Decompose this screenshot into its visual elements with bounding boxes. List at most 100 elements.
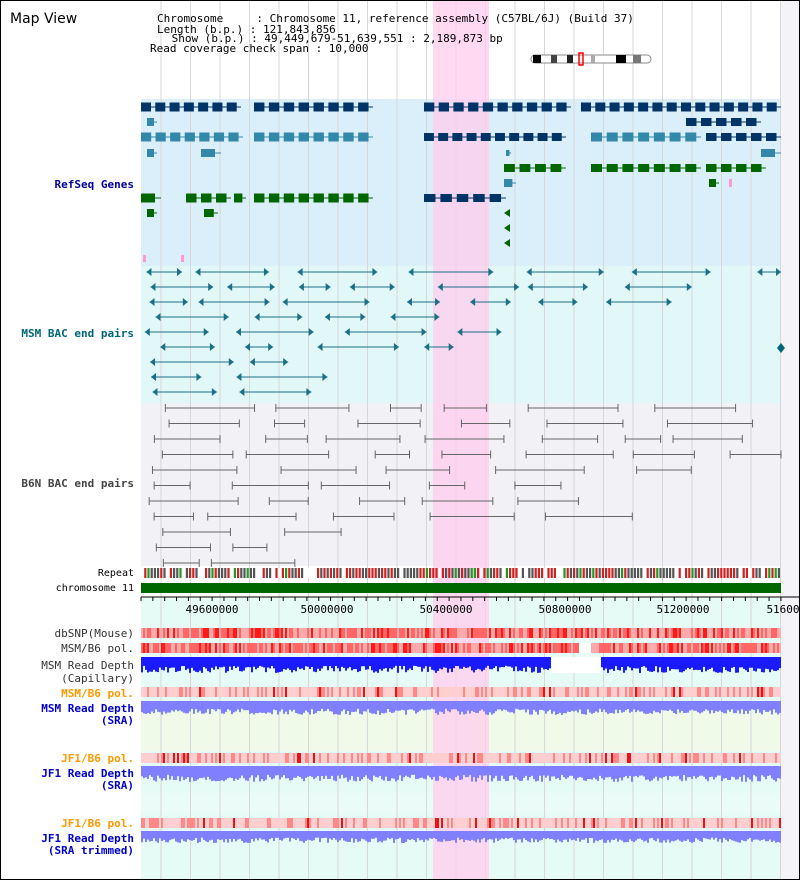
polymorphism-density-bin bbox=[509, 628, 511, 638]
read-depth-bin bbox=[747, 831, 749, 840]
refseq-exon bbox=[216, 193, 227, 203]
read-depth-bin bbox=[157, 701, 159, 712]
read-depth-bin bbox=[465, 657, 467, 669]
read-depth-bin bbox=[341, 701, 343, 712]
read-depth-bin bbox=[587, 701, 589, 710]
polymorphism-density-bin bbox=[569, 753, 571, 763]
polymorphism-density-bin bbox=[267, 687, 269, 697]
refseq-exon bbox=[497, 102, 508, 112]
polymorphism-density-bin bbox=[445, 818, 447, 828]
polymorphism-density-bin bbox=[635, 687, 637, 697]
repeat-element bbox=[339, 568, 342, 578]
refseq-exon bbox=[438, 102, 449, 112]
polymorphism-density-bin bbox=[199, 687, 201, 697]
polymorphism-density-bin bbox=[763, 628, 765, 638]
read-depth-bin bbox=[617, 766, 619, 782]
read-depth-bin bbox=[689, 701, 691, 711]
read-depth-bin bbox=[179, 701, 181, 711]
read-depth-bin bbox=[449, 657, 451, 669]
polymorphism-density-bin bbox=[515, 643, 517, 653]
repeat-element bbox=[726, 568, 729, 578]
read-depth-bin bbox=[279, 831, 281, 841]
read-depth-bin bbox=[251, 831, 253, 840]
read-depth-bin bbox=[309, 701, 311, 715]
read-depth-bin bbox=[717, 766, 719, 776]
read-depth-bin bbox=[721, 766, 723, 782]
refseq-genes-label[interactable]: RefSeq Genes bbox=[54, 178, 134, 191]
read-depth-bin bbox=[627, 701, 629, 709]
polymorphism-density-bin bbox=[733, 643, 735, 653]
polymorphism-density-bin bbox=[623, 687, 625, 697]
polymorphism-density-bin bbox=[143, 643, 145, 653]
polymorphism-density-bin bbox=[687, 628, 689, 638]
repeat-element bbox=[483, 568, 486, 578]
polymorphism-density-bin bbox=[335, 687, 337, 697]
read-depth-bin bbox=[679, 831, 681, 841]
repeat-element bbox=[544, 568, 547, 578]
polymorphism-density-bin bbox=[219, 753, 221, 763]
repeat-element bbox=[377, 568, 380, 578]
polymorphism-density-bin bbox=[433, 687, 435, 697]
polymorphism-density-bin bbox=[625, 818, 627, 828]
polymorphism-density-bin bbox=[691, 687, 693, 697]
polymorphism-density-bin bbox=[149, 643, 151, 653]
read-depth-bin bbox=[425, 831, 427, 840]
polymorphism-density-bin bbox=[723, 687, 725, 697]
polymorphism-density-bin bbox=[731, 818, 733, 828]
read-depth-bin bbox=[473, 831, 475, 841]
read-depth-bin bbox=[313, 701, 315, 715]
polymorphism-density-bin bbox=[589, 818, 591, 828]
polymorphism-density-bin bbox=[755, 687, 757, 697]
polymorphism-density-bin bbox=[447, 643, 449, 653]
read-depth-bin bbox=[467, 657, 469, 668]
polymorphism-density-bin bbox=[655, 628, 657, 638]
polymorphism-density-bin bbox=[505, 643, 507, 653]
polymorphism-density-bin bbox=[665, 687, 667, 697]
msm-bac-label[interactable]: MSM BAC end pairs bbox=[21, 327, 134, 340]
repeat-element bbox=[441, 568, 444, 578]
refseq-exon bbox=[283, 193, 295, 203]
polymorphism-density-bin bbox=[317, 628, 319, 638]
polymorphism-density-bin bbox=[481, 753, 483, 763]
repeat-element bbox=[509, 568, 512, 578]
polymorphism-density-bin bbox=[141, 753, 143, 763]
read-depth-bin bbox=[149, 766, 151, 776]
read-depth-bin bbox=[213, 766, 215, 781]
polymorphism-density-bin bbox=[219, 628, 221, 638]
read-depth-bin bbox=[413, 657, 415, 666]
b6n-bac-label[interactable]: B6N BAC end pairs bbox=[21, 477, 134, 490]
polymorphism-density-bin bbox=[143, 628, 145, 638]
read-depth-bin bbox=[483, 701, 485, 712]
read-depth-bin bbox=[409, 701, 411, 710]
msm-bac-end bbox=[160, 343, 166, 351]
polymorphism-density-bin bbox=[215, 818, 217, 828]
read-depth-bin bbox=[629, 701, 631, 713]
msm-bac-end bbox=[448, 343, 454, 351]
polymorphism-density-bin bbox=[397, 643, 399, 653]
polymorphism-density-bin bbox=[751, 753, 753, 763]
refseq-exon bbox=[638, 164, 650, 172]
read-depth-bin bbox=[201, 766, 203, 779]
polymorphism-density-bin bbox=[143, 818, 145, 828]
read-depth-bin bbox=[457, 766, 459, 776]
read-depth-bin bbox=[441, 657, 443, 670]
polymorphism-density-bin bbox=[635, 643, 637, 653]
read-depth-bin bbox=[221, 766, 223, 781]
polymorphism-density-bin bbox=[245, 628, 247, 638]
polymorphism-density-bin bbox=[591, 687, 593, 697]
read-depth-bin bbox=[167, 701, 169, 713]
read-depth-bin bbox=[485, 831, 487, 843]
polymorphism-density-bin bbox=[239, 643, 241, 653]
read-depth-bin bbox=[415, 701, 417, 714]
polymorphism-density-bin bbox=[511, 687, 513, 697]
read-depth-bin bbox=[645, 657, 647, 668]
polymorphism-density-bin bbox=[725, 643, 727, 653]
read-depth-bin bbox=[723, 701, 725, 714]
polymorphism-density-bin bbox=[531, 643, 533, 653]
polymorphism-density-bin bbox=[337, 687, 339, 697]
polymorphism-density-bin bbox=[261, 818, 263, 828]
polymorphism-density-bin bbox=[265, 687, 267, 697]
polymorphism-density-bin bbox=[299, 818, 301, 828]
read-depth-bin bbox=[665, 701, 667, 711]
